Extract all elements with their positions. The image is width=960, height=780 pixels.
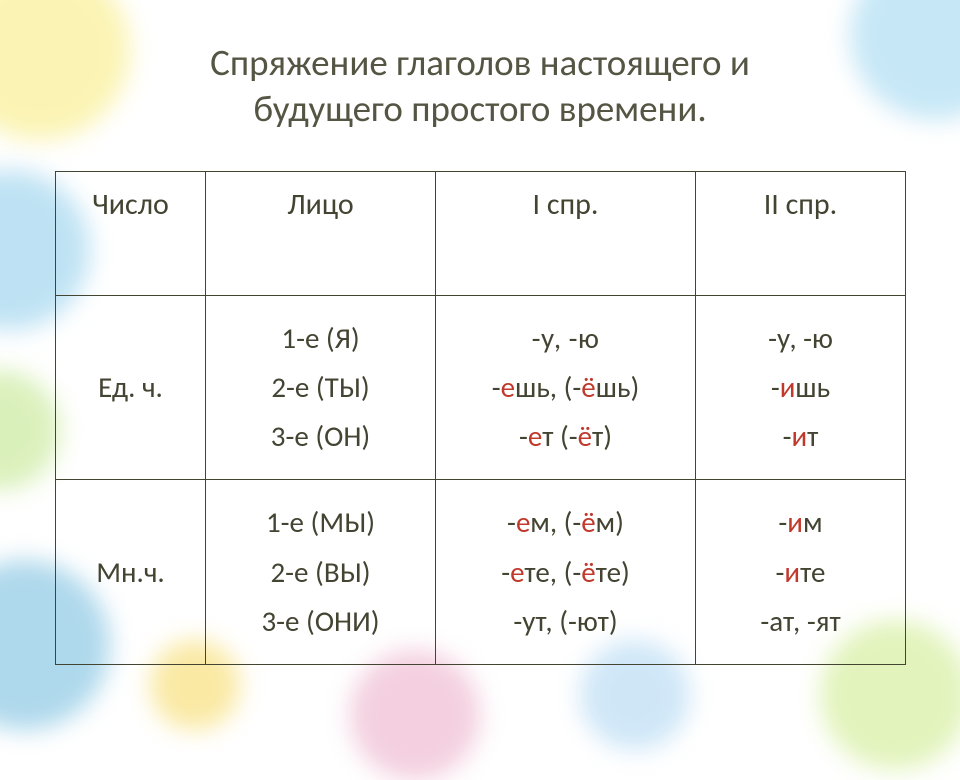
ending-line: -ите — [702, 548, 899, 597]
header-conj1: I спр. — [436, 171, 696, 295]
header-person: Лицо — [206, 171, 436, 295]
table-row-singular: Ед. ч. 1-е (Я) 2-е (ТЫ) 3-е (ОН) -у, -ю … — [56, 295, 906, 480]
table-row-plural: Мн.ч. 1-е (МЫ) 2-е (ВЫ) 3-е (ОНИ) -ем, (… — [56, 480, 906, 665]
ending-line: -ет (-ёт) — [442, 412, 689, 461]
slide-content: Спряжение глаголов настоящего и будущего… — [0, 0, 960, 665]
ending-line: -ат, -ят — [702, 597, 899, 646]
ending-line: -ут, (-ют) — [442, 597, 689, 646]
person-line: 1-е (Я) — [212, 314, 429, 363]
ending-line: -им — [702, 498, 899, 547]
cell-conj2-pl: -им -ите -ат, -ят — [696, 480, 906, 665]
person-line: 2-е (ТЫ) — [212, 363, 429, 412]
background-blob — [350, 650, 480, 780]
ending-line: -у, -ю — [702, 314, 899, 363]
cell-number-pl: Мн.ч. — [56, 480, 206, 665]
cell-conj1-sg: -у, -ю -ешь, (-ёшь) -ет (-ёт) — [436, 295, 696, 480]
ending-line: -ешь, (-ёшь) — [442, 363, 689, 412]
header-conj2: II спр. — [696, 171, 906, 295]
ending-line: -ишь — [702, 363, 899, 412]
slide-title: Спряжение глаголов настоящего и будущего… — [55, 40, 905, 133]
cell-persons-sg: 1-е (Я) 2-е (ТЫ) 3-е (ОН) — [206, 295, 436, 480]
person-line: 3-е (ОН) — [212, 412, 429, 461]
cell-conj2-sg: -у, -ю -ишь -ит — [696, 295, 906, 480]
title-line-2: будущего простого времени. — [253, 86, 706, 131]
header-number: Число — [56, 171, 206, 295]
ending-line: -у, -ю — [442, 314, 689, 363]
ending-line: -ем, (-ём) — [442, 498, 689, 547]
cell-conj1-pl: -ем, (-ём) -ете, (-ёте) -ут, (-ют) — [436, 480, 696, 665]
table-header-row: Число Лицо I спр. II спр. — [56, 171, 906, 295]
person-line: 1-е (МЫ) — [212, 498, 429, 547]
cell-persons-pl: 1-е (МЫ) 2-е (ВЫ) 3-е (ОНИ) — [206, 480, 436, 665]
ending-line: -ит — [702, 412, 899, 461]
title-line-1: Спряжение глаголов настоящего и — [210, 40, 750, 85]
person-line: 3-е (ОНИ) — [212, 597, 429, 646]
person-line: 2-е (ВЫ) — [212, 548, 429, 597]
conjugation-table: Число Лицо I спр. II спр. Ед. ч. 1-е (Я)… — [55, 171, 906, 666]
ending-line: -ете, (-ёте) — [442, 548, 689, 597]
cell-number-sg: Ед. ч. — [56, 295, 206, 480]
